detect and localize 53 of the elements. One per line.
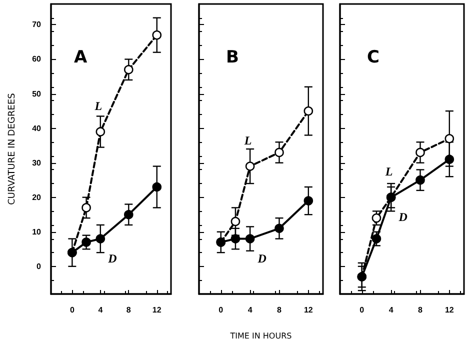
point [444, 134, 454, 144]
point [152, 30, 162, 40]
text: A [74, 48, 88, 68]
x-tick-label: 0 [360, 306, 365, 314]
x-tick-label: 12 [304, 306, 314, 314]
y-tick-label: 60 [32, 54, 42, 64]
point [124, 64, 134, 74]
x-tick-label: 12 [444, 306, 454, 314]
point [82, 203, 91, 212]
x-tick-label: 0 [70, 306, 75, 314]
x-tick-label: 12 [152, 306, 162, 314]
point [245, 234, 255, 244]
text: B [226, 48, 239, 68]
y-tick-label: 50 [32, 89, 42, 98]
x-tick-label: 8 [418, 306, 424, 314]
y-axis-title: CURVATURE IN DEGREES [8, 92, 18, 205]
series-label: L [94, 99, 102, 114]
point [416, 148, 425, 158]
y-tick-label: 40 [32, 124, 42, 133]
x-tick-label: 4 [98, 306, 104, 314]
x-tick-label: 4 [248, 306, 253, 314]
x-tick-label: 8 [126, 306, 132, 314]
point [274, 148, 284, 158]
point [372, 234, 382, 244]
x-tick-label: 0 [218, 306, 224, 314]
text: C [367, 48, 380, 68]
series-label: L [384, 164, 393, 179]
point [304, 106, 314, 116]
point [82, 238, 91, 247]
y-tick-label: 10 [32, 227, 42, 236]
y-tick-label: 0 [36, 262, 42, 271]
point [444, 154, 454, 164]
point [124, 210, 134, 220]
point [96, 127, 106, 136]
x-tick-label: 8 [277, 306, 282, 314]
point [245, 162, 255, 171]
series-label: L [243, 134, 252, 148]
point [274, 224, 284, 234]
point [304, 196, 314, 206]
point [230, 234, 240, 244]
x-axis-title: TIME IN HOURS [229, 332, 292, 340]
point [230, 216, 240, 226]
y-tick-label: 70 [32, 20, 42, 30]
y-tick-label: 30 [32, 158, 42, 168]
series-label: D [107, 251, 118, 266]
series-label: D [256, 251, 267, 266]
y-tick-label: 20 [32, 192, 42, 202]
point [152, 182, 162, 192]
point [372, 213, 382, 223]
series-label: D [398, 210, 408, 224]
point [96, 234, 106, 244]
x-tick-label: 4 [388, 306, 394, 314]
point [416, 175, 425, 185]
